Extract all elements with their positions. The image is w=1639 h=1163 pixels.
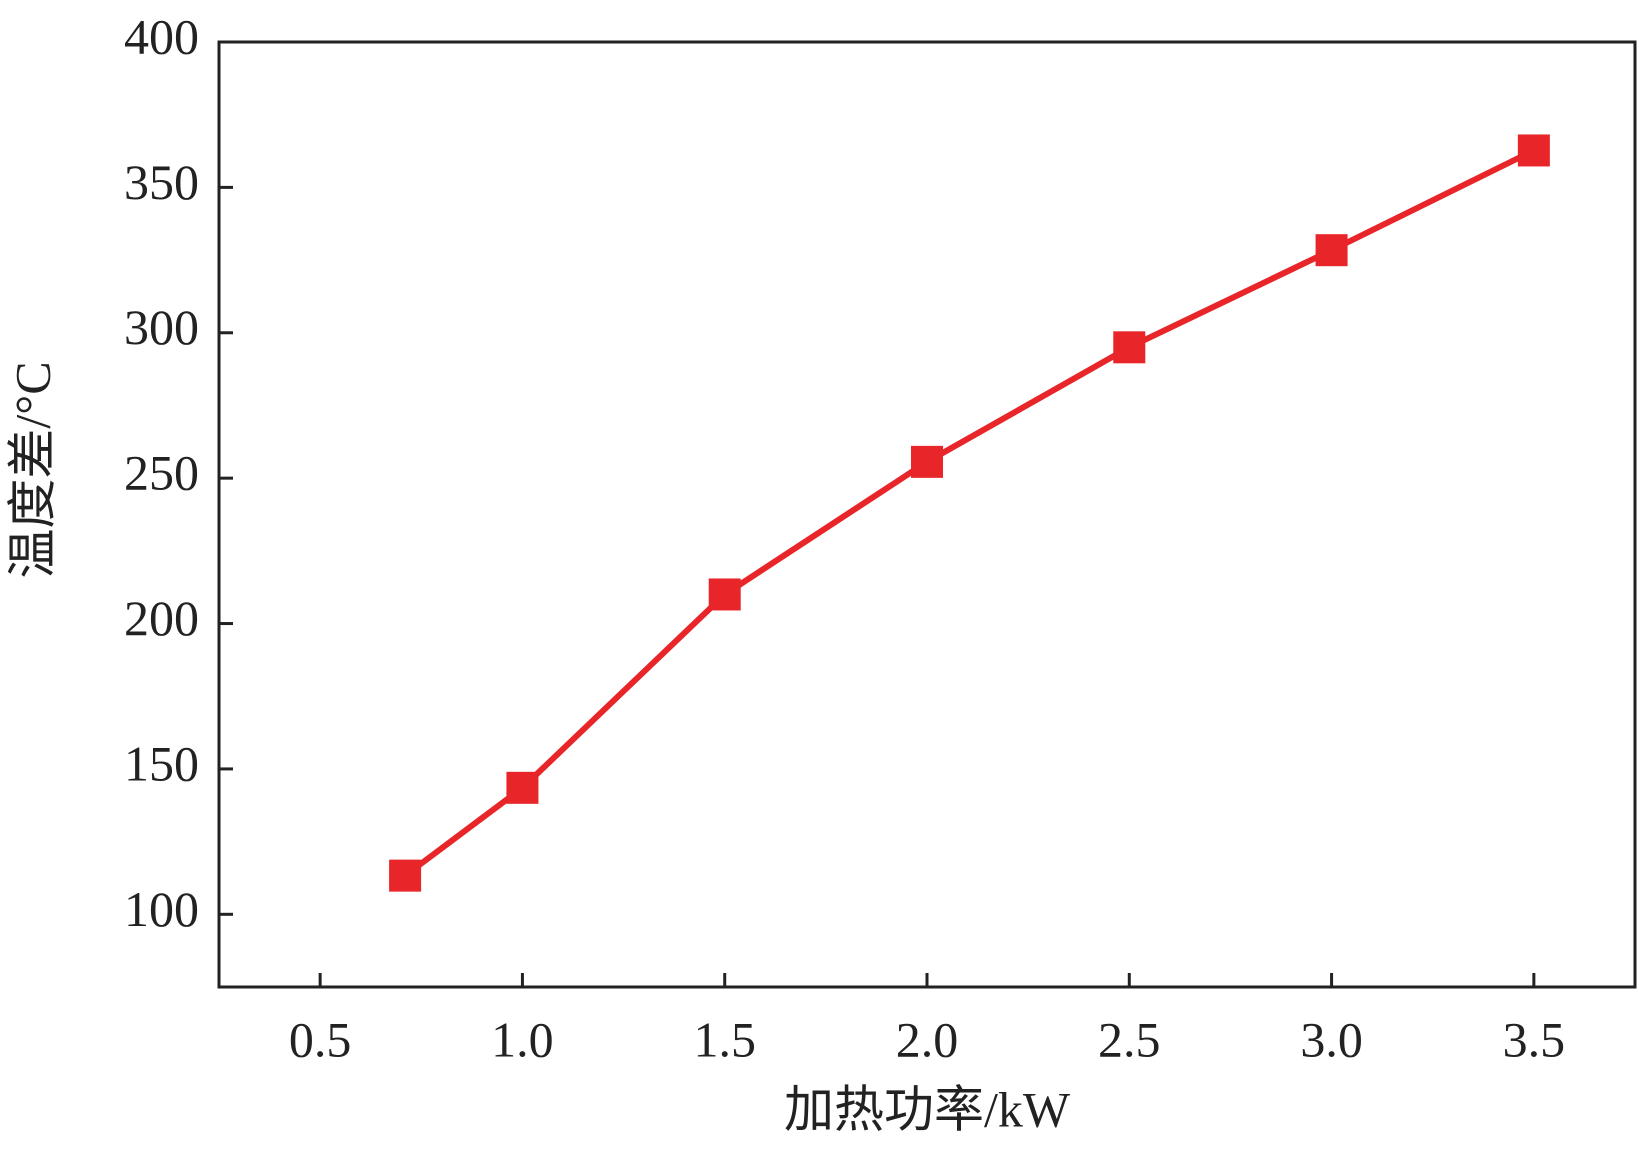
x-tick-label: 2.0 (896, 1011, 959, 1067)
plot-frame (217, 40, 1637, 989)
marker (1517, 134, 1550, 167)
y-tick-label: 250 (124, 445, 199, 501)
y-tick-label: 100 (124, 881, 199, 937)
y-tick-label: 300 (124, 299, 199, 355)
x-tick-label: 1.5 (693, 1011, 756, 1067)
y-tick-label: 200 (124, 590, 199, 646)
x-tick-label: 0.5 (289, 1011, 352, 1067)
marker (389, 859, 422, 892)
marker (1315, 234, 1348, 267)
marker (506, 771, 539, 804)
y-tick-label: 400 (124, 8, 199, 64)
x-tick-label: 2.5 (1098, 1011, 1161, 1067)
line (403, 147, 1536, 879)
marker (911, 445, 943, 478)
x-tick-label: 1.0 (491, 1011, 554, 1067)
y-tick-label: 350 (124, 154, 199, 210)
x-tick-label: 3.0 (1300, 1011, 1363, 1067)
y-tick-label: 150 (124, 735, 199, 791)
x-tick-label: 3.5 (1503, 1011, 1566, 1067)
marker (708, 578, 741, 611)
marker (1113, 331, 1146, 364)
x-axis-label: 加热功率/kW (784, 1081, 1071, 1137)
y-axis-label: 温度差/°C (4, 361, 60, 578)
